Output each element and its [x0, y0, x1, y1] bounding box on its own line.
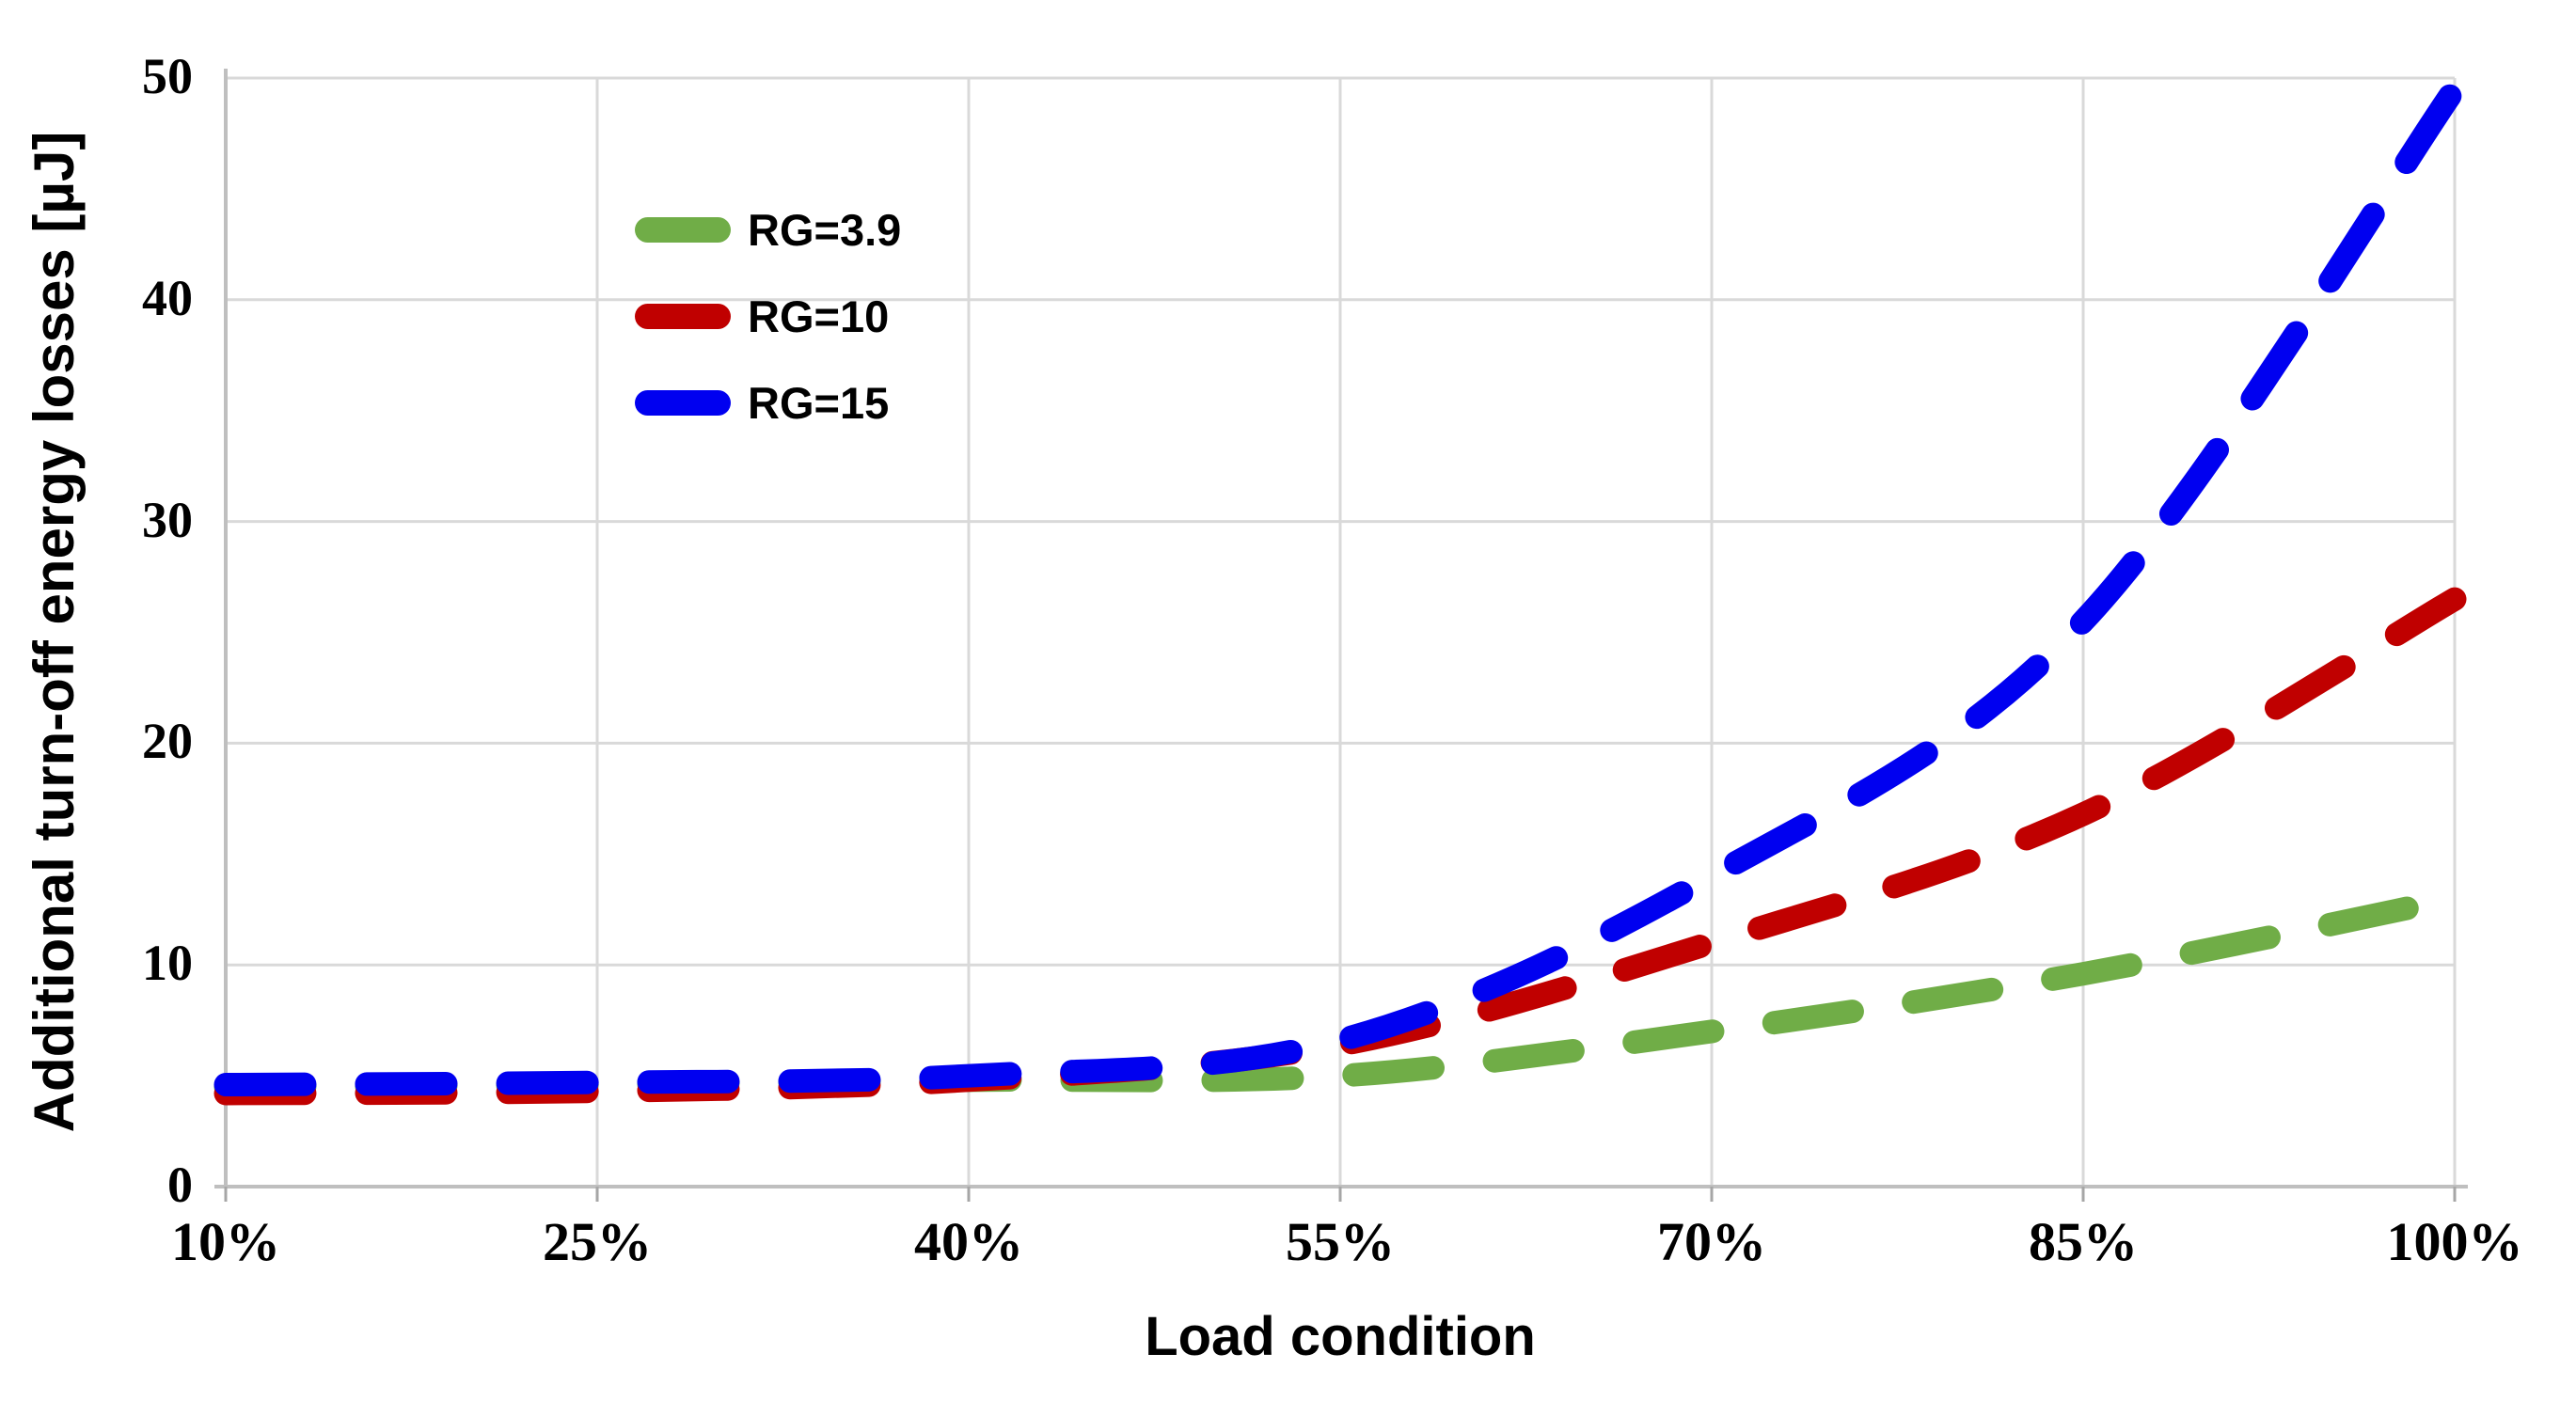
legend-marker-blue-dash [635, 389, 731, 416]
x-axis-title: Load condition [1145, 1306, 1536, 1367]
y-tick-label: 50 [142, 48, 193, 104]
x-tick-label: 85% [2029, 1211, 2138, 1272]
legend: RG=3.9 RG=10 RG=15 [635, 186, 901, 446]
x-tick-label: 25% [543, 1211, 652, 1272]
legend-item-rg-3-9: RG=3.9 [635, 186, 901, 273]
legend-label: RG=15 [748, 377, 890, 428]
y-tick-label: 0 [167, 1157, 193, 1213]
x-tick-label: 10% [171, 1211, 280, 1272]
legend-label: RG=3.9 [748, 204, 902, 255]
legend-label: RG=10 [748, 291, 890, 341]
y-tick-label: 40 [142, 269, 193, 326]
y-tick-label: 10 [142, 935, 193, 992]
legend-item-rg-15: RG=15 [635, 359, 901, 446]
x-tick-label: 100% [2386, 1211, 2523, 1272]
x-tick-label: 55% [1286, 1211, 1395, 1272]
x-tick-label: 70% [1657, 1211, 1766, 1272]
legend-item-rg-10: RG=10 [635, 273, 901, 359]
x-tick-label: 40% [914, 1211, 1023, 1272]
y-tick-label: 30 [142, 491, 193, 548]
legend-marker-red-dash [635, 303, 731, 329]
y-tick-label: 20 [142, 713, 193, 770]
legend-marker-green-dash [635, 216, 731, 243]
series-line-rg-15 [213, 77, 2467, 1097]
y-axis-title: Additional turn-off energy losses [µJ] [23, 131, 86, 1133]
